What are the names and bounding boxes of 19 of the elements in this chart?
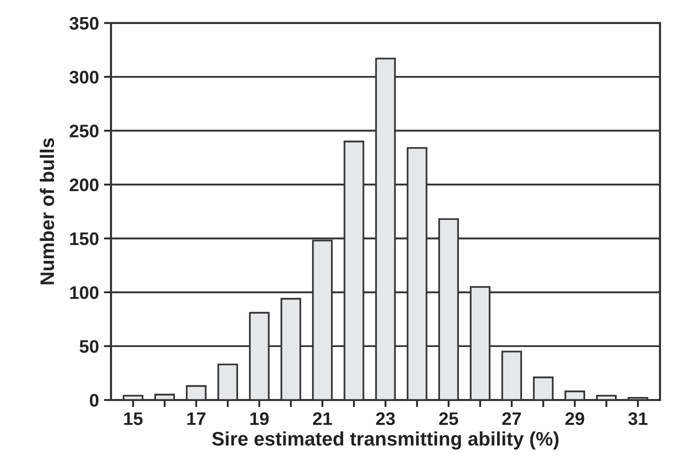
x-tick-label: 29 (565, 412, 584, 426)
x-tick-label: 25 (439, 412, 458, 426)
y-tick-label: 200 (70, 178, 98, 192)
x-tick-label: 17 (187, 412, 206, 425)
y-tick-label: 250 (70, 124, 98, 138)
y-tick-label: 350 (69, 16, 98, 30)
y-tick-label: 150 (70, 232, 98, 246)
x-tick-label: 31 (628, 412, 648, 426)
y-tick-label: 0 (90, 394, 98, 407)
y-tick-label: 100 (70, 286, 98, 300)
x-tick-label: 23 (376, 412, 395, 426)
x-tick-label: 27 (502, 412, 521, 425)
x-tick-label: 15 (124, 412, 143, 426)
y-tick-label: 50 (80, 340, 98, 353)
y-axis-title: Number of bulls (40, 138, 54, 284)
x-tick-label: 21 (312, 412, 332, 425)
x-tick-label: 19 (250, 412, 269, 426)
y-tick-label: 300 (69, 70, 98, 84)
x-axis-title: Sire estimated transmitting ability (%) (212, 431, 558, 450)
